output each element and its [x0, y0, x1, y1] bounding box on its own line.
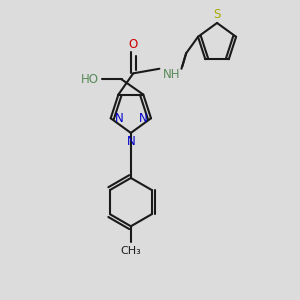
Text: NH: NH: [163, 68, 181, 80]
Text: HO: HO: [81, 73, 99, 86]
Text: O: O: [129, 38, 138, 51]
Text: N: N: [138, 112, 147, 125]
Text: CH₃: CH₃: [121, 246, 141, 256]
Text: N: N: [127, 135, 135, 148]
Text: N: N: [115, 112, 123, 125]
Text: S: S: [213, 8, 221, 21]
